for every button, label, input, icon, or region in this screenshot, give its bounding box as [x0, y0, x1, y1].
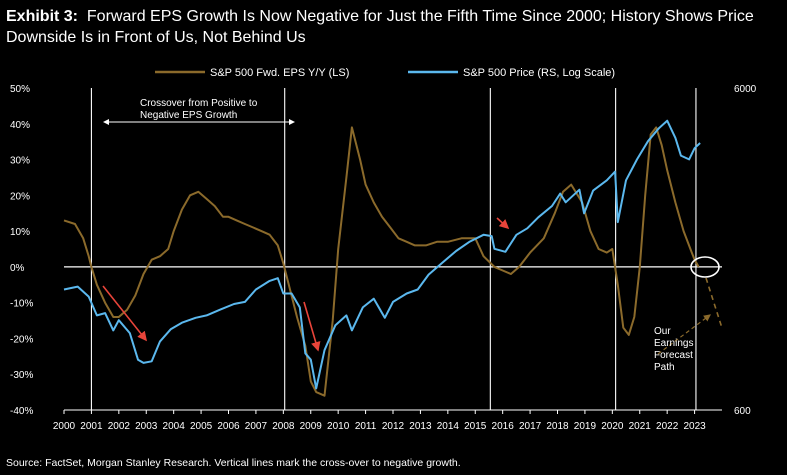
y-left-tick-label: -40%	[10, 406, 33, 417]
x-tick-label: 2010	[327, 421, 350, 432]
y-left-tick-label: 10%	[10, 227, 30, 238]
annotations: Crossover from Positive to Negative EPS G…	[102, 98, 723, 373]
red-arrow-2001	[102, 285, 147, 342]
x-tick-label: 2006	[217, 421, 240, 432]
x-tick-label: 2014	[437, 421, 460, 432]
x-tick-label: 2005	[190, 421, 213, 432]
y-left-tick-label: -20%	[10, 334, 33, 345]
x-tick-label: 2001	[80, 421, 103, 432]
chart-title-text: Forward EPS Growth Is Now Negative for J…	[6, 8, 754, 46]
forecast-pointer	[657, 314, 711, 355]
forecast-path-1	[705, 277, 723, 329]
x-tick-label: 2002	[108, 421, 131, 432]
y-left-tick-label: 20%	[10, 191, 30, 202]
axes: 50% 40% 30% 20% 10% 0% -10% -20% -30% -40% 6000 600…	[10, 84, 757, 432]
y-right-tick-label: 6000	[734, 84, 757, 95]
y-left-tick-label: -30%	[10, 370, 33, 381]
forecast-annotation: Our Earnings Forecast Path	[654, 326, 693, 373]
series	[63, 119, 701, 397]
red-arrow-2015	[496, 217, 510, 230]
red-arrow-2008	[303, 301, 321, 352]
x-tick-label: 2000	[53, 421, 76, 432]
x-tick-label: 2017	[519, 421, 542, 432]
x-tick-label: 2021	[629, 421, 652, 432]
x-tick-label: 2018	[546, 421, 569, 432]
chart-title: Exhibit 3: Forward EPS Growth Is Now Neg…	[6, 6, 784, 48]
x-tick-label: 2020	[601, 421, 624, 432]
source-note: Source: FactSet, Morgan Stanley Research…	[6, 457, 461, 469]
legend: S&P 500 Fwd. EPS Y/Y (LS) S&P 500 Price …	[155, 67, 615, 79]
x-tick-label: 2015	[464, 421, 487, 432]
crossover-lines	[90, 88, 697, 410]
legend-label-eps: S&P 500 Fwd. EPS Y/Y (LS)	[210, 67, 349, 79]
y-left-tick-label: 0%	[10, 263, 25, 274]
x-tick-label: 2019	[574, 421, 597, 432]
x-tick-label: 2004	[163, 421, 186, 432]
crossover-annotation-line1: Crossover from Positive to Negative EPS G…	[140, 98, 258, 121]
x-tick-label: 2003	[135, 421, 158, 432]
y-left-tick-label: -10%	[10, 299, 33, 310]
x-tick-label: 2012	[382, 421, 405, 432]
y-left-tick-label: 40%	[10, 120, 30, 131]
x-tick-label: 2011	[355, 421, 377, 432]
y-left-tick-label: 30%	[10, 156, 30, 167]
x-tick-label: 2023	[683, 421, 706, 432]
current-point-circle	[690, 256, 720, 278]
x-tick-label: 2008	[272, 421, 295, 432]
legend-label-price: S&P 500 Price (RS, Log Scale)	[463, 67, 615, 79]
series-eps-line	[63, 126, 700, 397]
y-left-tick-label: 50%	[10, 84, 30, 95]
x-tick-label: 2016	[492, 421, 515, 432]
x-tick-label: 2013	[409, 421, 432, 432]
x-tick-label: 2007	[245, 421, 268, 432]
series-price-line	[63, 119, 701, 390]
x-tick-label: 2009	[300, 421, 323, 432]
x-tick-label: 2022	[656, 421, 679, 432]
y-right-tick-label: 600	[734, 406, 751, 417]
exhibit-label: Exhibit 3:	[6, 8, 79, 25]
